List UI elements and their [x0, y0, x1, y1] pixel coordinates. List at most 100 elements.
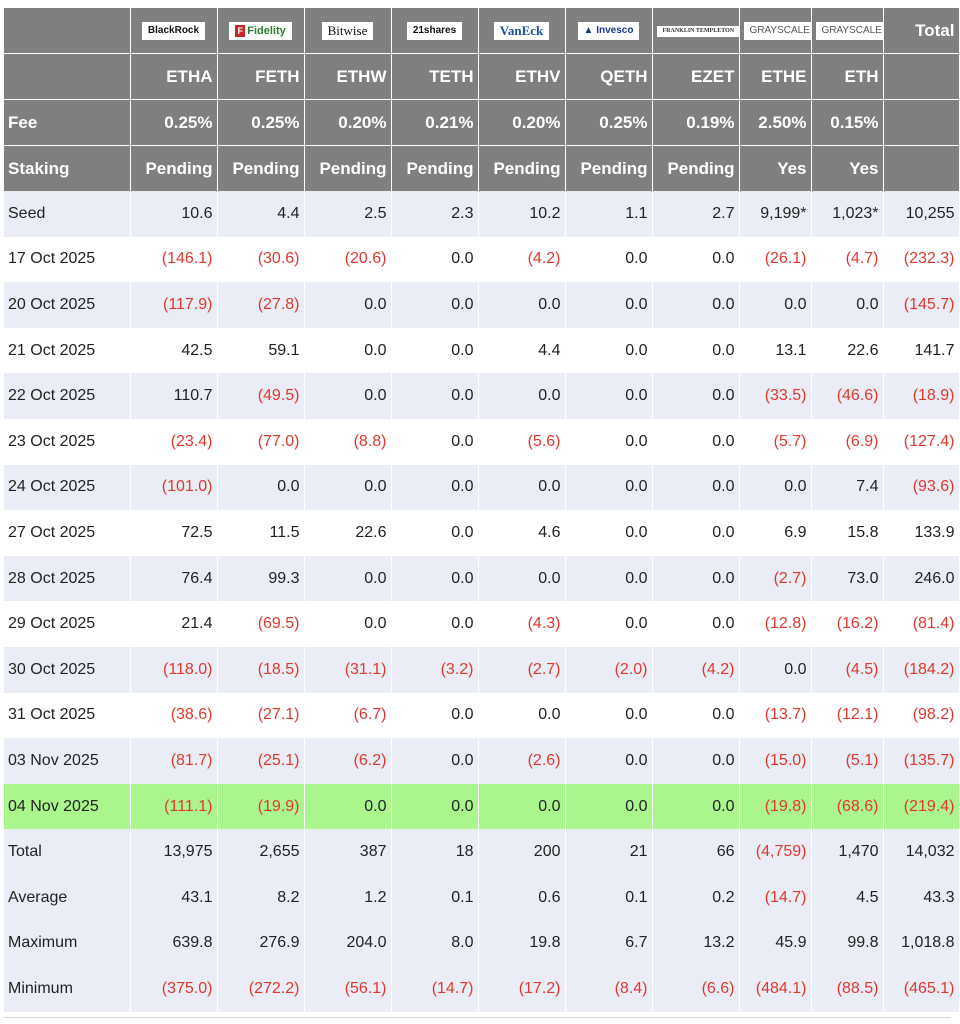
- row-total-cell: 133.9: [883, 510, 960, 556]
- flow-cell: (49.5): [217, 373, 305, 419]
- table-row: 17 Oct 2025 (146.1) (30.6) (20.6) 0.0 (4.2) 0.…: [4, 236, 960, 283]
- fee-cell: 2.50%: [739, 99, 812, 146]
- row-date: 23 Oct 2025: [4, 418, 131, 465]
- summary-row: Maximum 639.8 276.9 204.0 8.0 19.8 6.7 13.2 45.9…: [4, 920, 960, 967]
- flow-cell: 0.0: [565, 510, 653, 556]
- flow-cell: 8.2: [217, 874, 305, 921]
- summary-label: Minimum: [4, 966, 131, 1012]
- row-date: 24 Oct 2025: [4, 464, 131, 511]
- flow-cell: 13.1: [739, 327, 812, 374]
- flow-cell: 4.4: [217, 191, 305, 237]
- flow-cell: 639.8: [130, 920, 218, 967]
- row-date: 28 Oct 2025: [4, 555, 131, 602]
- flow-cell: (3.2): [391, 646, 479, 693]
- flow-cell: (88.5): [811, 966, 884, 1012]
- fidelity-logo-text: Fidelity: [247, 25, 286, 38]
- flow-cell: 0.0: [565, 373, 653, 419]
- flow-cell: (31.1): [304, 646, 392, 693]
- row-date: 20 Oct 2025: [4, 282, 131, 328]
- row-date: Seed: [4, 191, 131, 237]
- flow-cell: 0.0: [391, 601, 479, 647]
- staking-total-cell: [883, 145, 960, 191]
- flow-cell: 0.1: [565, 874, 653, 921]
- staking-cell: Pending: [130, 145, 218, 191]
- table-row: 24 Oct 2025 (101.0) 0.0 0.0 0.0 0.0 0.0 0.0 0.0 7…: [4, 464, 960, 511]
- flow-cell: 0.0: [565, 327, 653, 374]
- summary-body: Total 13,975 2,655 387 18 200 21 66 (4,759) 1,470…: [4, 829, 960, 1012]
- flow-cell: 0.1: [391, 874, 479, 921]
- row-total-cell: (232.3): [883, 236, 960, 283]
- flow-cell: 0.0: [478, 783, 566, 830]
- flow-cell: 0.0: [652, 464, 740, 511]
- flow-cell: (19.9): [217, 783, 305, 830]
- etf-flows-table: BlackRock F Fidelity Bitwise 21shares Van…: [4, 8, 960, 1012]
- flow-cell: 0.0: [304, 373, 392, 419]
- row-total-cell: (465.1): [883, 966, 960, 1012]
- summary-label: Maximum: [4, 920, 131, 967]
- ticker-cell: ETHE: [739, 53, 812, 100]
- flow-cell: 10.6: [130, 191, 218, 237]
- flow-cell: 4.6: [478, 510, 566, 556]
- flow-cell: (4.2): [652, 646, 740, 693]
- flow-cell: 0.0: [304, 464, 392, 511]
- summary-label: Total: [4, 829, 131, 875]
- fee-cell: 0.25%: [565, 99, 653, 146]
- row-date: 04 Nov 2025: [4, 783, 131, 830]
- flow-cell: (14.7): [391, 966, 479, 1012]
- flow-cell: (18.5): [217, 646, 305, 693]
- flow-cell: (25.1): [217, 738, 305, 784]
- ticker-label-cell: [4, 53, 131, 100]
- flow-cell: (20.6): [304, 236, 392, 283]
- ticker-cell: ETHW: [304, 53, 392, 100]
- flow-cell: 1.2: [304, 874, 392, 921]
- flow-cell: 0.0: [652, 555, 740, 602]
- fee-total-cell: [883, 99, 960, 146]
- 21shares-logo: 21shares: [406, 22, 463, 41]
- grayscale-logo: GRAYSCALE: [815, 22, 882, 41]
- row-date: 30 Oct 2025: [4, 646, 131, 693]
- flow-cell: 0.0: [652, 418, 740, 465]
- flow-cell: 72.5: [130, 510, 218, 556]
- row-date: 29 Oct 2025: [4, 601, 131, 647]
- fee-cell: 0.25%: [130, 99, 218, 146]
- flow-cell: 387: [304, 829, 392, 875]
- flow-cell: (77.0): [217, 418, 305, 465]
- flow-cell: (118.0): [130, 646, 218, 693]
- flow-cell: 19.8: [478, 920, 566, 967]
- flow-cell: (8.4): [565, 966, 653, 1012]
- flow-cell: 6.7: [565, 920, 653, 967]
- staking-cell: Yes: [811, 145, 884, 191]
- fee-row: Fee 0.25% 0.25% 0.20% 0.21% 0.20% 0.25% …: [4, 99, 960, 146]
- total-column-header: Total: [883, 8, 960, 54]
- flow-cell: 0.0: [565, 738, 653, 784]
- row-total-cell: (81.4): [883, 601, 960, 647]
- flow-cell: 0.0: [217, 464, 305, 511]
- row-total-cell: 43.3: [883, 874, 960, 921]
- flow-cell: (111.1): [130, 783, 218, 830]
- flow-cell: 0.0: [652, 738, 740, 784]
- invesco-mark-icon: ▲: [583, 25, 594, 37]
- flow-cell: 0.0: [304, 601, 392, 647]
- row-total-cell: (98.2): [883, 692, 960, 739]
- row-total-cell: (135.7): [883, 738, 960, 784]
- flow-cell: 15.8: [811, 510, 884, 556]
- flow-cell: 0.6: [478, 874, 566, 921]
- flow-cell: 110.7: [130, 373, 218, 419]
- flow-cell: 6.9: [739, 510, 812, 556]
- table-row: Seed 10.6 4.4 2.5 2.3 10.2 1.1 2.7 9,199* 1,023* 1…: [4, 191, 960, 237]
- issuer-logo-cell: GRAYSCALE: [811, 8, 884, 54]
- summary-row: Minimum (375.0) (272.2) (56.1) (14.7) (17.2)(…: [4, 966, 960, 1012]
- flow-cell: 0.0: [391, 555, 479, 602]
- issuer-logo-cell: ▲ Invesco: [565, 8, 653, 54]
- issuer-logo-cell: BlackRock: [130, 8, 218, 54]
- row-total-cell: 14,032: [883, 829, 960, 875]
- flow-cell: 0.0: [652, 601, 740, 647]
- flow-cell: 1.1: [565, 191, 653, 237]
- staking-cell: Pending: [565, 145, 653, 191]
- flow-cell: 0.0: [391, 464, 479, 511]
- flow-cell: 0.0: [478, 282, 566, 328]
- fee-cell: 0.25%: [217, 99, 305, 146]
- flow-cell: 45.9: [739, 920, 812, 967]
- fee-cell: 0.20%: [478, 99, 566, 146]
- issuer-logo-cell: 21shares: [391, 8, 479, 54]
